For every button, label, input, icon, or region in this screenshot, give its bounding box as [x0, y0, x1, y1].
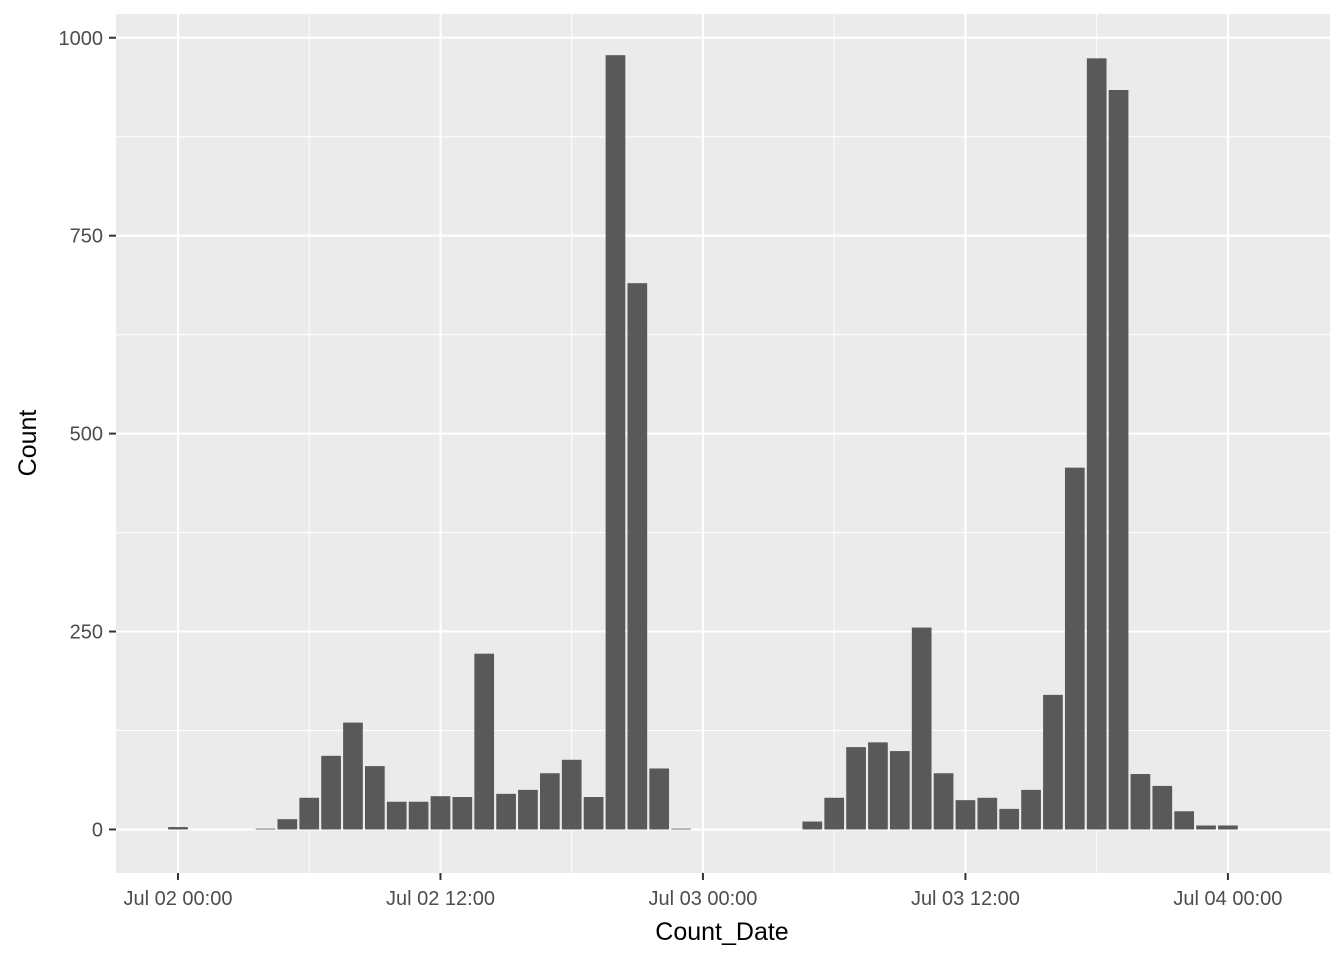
y-tick-label: 250: [70, 622, 103, 644]
bar: [1064, 467, 1085, 830]
bar: [824, 797, 845, 830]
bar: [539, 773, 560, 830]
bar: [277, 819, 298, 830]
y-axis-title: Count: [14, 410, 42, 477]
x-axis-title: Count_Date: [655, 918, 788, 946]
bar: [627, 283, 648, 830]
y-tick-label: 1000: [59, 28, 104, 50]
bar: [365, 766, 385, 830]
bar: [1021, 789, 1041, 830]
x-tick-label: Jul 03 12:00: [911, 888, 1020, 910]
bar: [518, 789, 538, 830]
y-tick-label: 750: [70, 226, 103, 248]
y-axis: 0 250 500 750 1000: [59, 28, 116, 841]
bar: [496, 793, 516, 830]
bar: [583, 797, 604, 830]
bar: [386, 801, 407, 830]
bar: [1086, 58, 1107, 830]
bar: [168, 827, 188, 830]
plot-panel: [116, 14, 1330, 873]
bars: [168, 55, 1238, 830]
bar: [605, 55, 626, 830]
bar: [802, 821, 823, 830]
bar: [649, 768, 670, 830]
bar: [430, 796, 451, 830]
x-tick-label: Jul 03 00:00: [648, 888, 757, 910]
bar: [474, 653, 495, 830]
bar: [1130, 774, 1151, 830]
bar: [671, 828, 691, 830]
bar: [1108, 90, 1129, 830]
bar: [889, 751, 910, 830]
bar: [408, 801, 429, 830]
bar: [1174, 811, 1195, 830]
bar: [452, 797, 473, 830]
bar: [933, 773, 954, 830]
bar: [299, 797, 320, 830]
x-tick-label: Jul 04 00:00: [1173, 888, 1282, 910]
bar: [911, 627, 932, 830]
bar: [1152, 785, 1173, 830]
bar: [343, 722, 363, 830]
bar: [868, 742, 888, 830]
bar: [999, 808, 1020, 830]
bar: [1218, 825, 1238, 830]
bar: [846, 747, 866, 830]
bar: [1196, 825, 1216, 830]
bar: [955, 800, 976, 830]
x-axis: Jul 02 00:00 Jul 02 12:00 Jul 03 00:00 Jul …: [123, 873, 1282, 910]
bar: [1043, 694, 1063, 830]
x-tick-label: Jul 02 00:00: [123, 888, 232, 910]
y-tick-label: 500: [70, 424, 103, 446]
bar: [255, 828, 276, 830]
y-tick-label: 0: [92, 819, 103, 841]
x-tick-label: Jul 02 12:00: [386, 888, 495, 910]
bar: [321, 755, 341, 830]
bar: [977, 797, 998, 830]
bar: [561, 759, 582, 830]
